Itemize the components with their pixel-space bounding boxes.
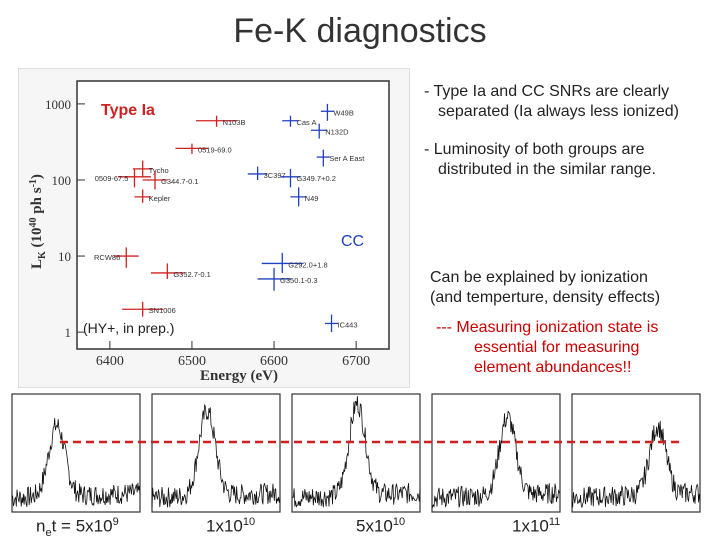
bullet-separation-line2: separated (Ia always less ionized) — [438, 103, 680, 120]
data-point-label: G292.0+1.8 — [288, 260, 327, 269]
measurement-line3: element abundances!! — [474, 359, 632, 376]
bullet-separation: - Type Ia and CC SNRs are clearly separa… — [424, 82, 679, 122]
data-point-label: SN1006 — [149, 306, 176, 315]
spectrum-label-4: 1x1011 — [512, 516, 561, 536]
data-point-label: G349.7+0.2 — [296, 174, 335, 183]
data-point: Tycho — [132, 160, 169, 177]
data-point-group: N103B 0519-69.0 Tycho 0509-67.5 G344.7-0.1 Ke… — [94, 103, 365, 333]
spectrum-panel — [151, 393, 281, 513]
data-point: G344.7-0.1 — [142, 171, 199, 190]
bullet-separation-line1: - Type Ia and CC SNRs are clearly — [424, 83, 670, 100]
type-ia-label: Type Ia — [101, 102, 155, 119]
data-point: G352.7-0.1 — [150, 263, 211, 279]
data-point: 0509-67.5 — [95, 168, 151, 188]
data-point-label: RCW86 — [94, 253, 120, 262]
spectrum-label-1: net = 5x109 — [36, 516, 119, 540]
y-tick-group: 1 10 100 1000 — [45, 97, 85, 340]
cc-label: CC — [341, 233, 364, 250]
spectrum-label-3: 5x1010 — [356, 516, 406, 536]
measurement-line1: --- Measuring ionization state is — [436, 319, 659, 336]
data-point: G350.1-0.3 — [257, 267, 318, 291]
y-tick-label: 1 — [65, 325, 72, 340]
data-point-label: Cas A — [296, 118, 316, 127]
x-tick-label: 6700 — [342, 354, 370, 369]
spectrum-trace — [151, 403, 281, 508]
spectrum-trace — [291, 396, 421, 508]
data-point: N132D — [311, 123, 349, 139]
data-point-label: G344.7-0.1 — [161, 177, 199, 186]
data-point: G349.7+0.2 — [280, 168, 336, 188]
data-point-label: 3C397 — [264, 171, 286, 180]
data-point: G292.0+1.8 — [261, 252, 328, 273]
data-point-label: N103B — [223, 118, 246, 127]
y-tick-label: 1000 — [45, 97, 71, 112]
spectrum-trace — [571, 420, 701, 508]
x-axis-label: Energy (eV) — [200, 368, 278, 384]
data-point: IC443 — [324, 314, 358, 333]
data-point-label: IC443 — [338, 320, 358, 329]
y-axis-label: LK (1040 ph s-1) — [28, 174, 48, 269]
data-point-label: G352.7-0.1 — [173, 270, 211, 279]
explanation-note: Can be explained by ionization (and temp… — [430, 268, 660, 308]
spectrum-trace — [431, 410, 561, 509]
data-point: Kepler — [134, 189, 171, 203]
data-point-label: Kepler — [149, 194, 171, 203]
data-point-label: G350.1-0.3 — [280, 276, 318, 285]
x-tick-label: 6500 — [178, 354, 206, 369]
measurement-line2: essential for measuring — [474, 339, 640, 356]
reference-label: (HY+, in prep.) — [83, 320, 174, 336]
y-tick-label: 100 — [52, 173, 72, 188]
data-point: N103B — [196, 115, 246, 127]
data-point: RCW86 — [94, 247, 139, 268]
data-point: 3C397 — [247, 166, 286, 180]
x-tick-group: 6400 6500 6600 6700 — [96, 341, 370, 369]
spectra-strip — [11, 393, 701, 513]
spectrum-trace — [11, 418, 141, 507]
data-point-label: Ser A East — [329, 154, 365, 163]
data-point-label: N49 — [305, 194, 319, 203]
plot-svg: Type Ia CC (HY+, in prep.) Energy (eV) 1… — [28, 80, 390, 384]
bullet-luminosity: - Luminosity of both groups are distribu… — [424, 140, 656, 180]
explanation-line1: Can be explained by ionization — [430, 269, 648, 286]
data-point: SN1006 — [122, 301, 176, 317]
measurement-note: --- Measuring ionization state is essent… — [436, 318, 658, 378]
data-point: W49B — [320, 103, 354, 121]
bullet-luminosity-line2: distributed in the similar range. — [438, 161, 656, 178]
data-point-label: 0519-69.0 — [198, 145, 232, 154]
x-tick-label: 6600 — [260, 354, 288, 369]
data-point-label: N132D — [325, 127, 349, 136]
spectrum-label-2: 1x1010 — [206, 516, 256, 536]
data-point-label: Tycho — [149, 166, 169, 175]
bullet-luminosity-line1: - Luminosity of both groups are — [424, 141, 645, 158]
explanation-line2: (and temperture, density effects) — [430, 289, 661, 306]
data-point-label: W49B — [333, 108, 353, 117]
data-point: N49 — [290, 187, 319, 207]
data-point-label: 0509-67.5 — [95, 174, 129, 183]
data-point: Ser A East — [316, 149, 365, 167]
luminosity-energy-plot: Type Ia CC (HY+, in prep.) Energy (eV) 1… — [18, 68, 410, 388]
spectra-panel-group — [11, 393, 701, 513]
spectrum-panel — [291, 393, 421, 513]
x-tick-label: 6400 — [96, 354, 124, 369]
data-point: Cas A — [282, 115, 316, 127]
y-tick-label: 10 — [58, 249, 71, 264]
data-point: 0519-69.0 — [175, 143, 232, 154]
plot-frame — [76, 80, 390, 350]
slide-title: Fe-K diagnostics — [233, 12, 487, 50]
